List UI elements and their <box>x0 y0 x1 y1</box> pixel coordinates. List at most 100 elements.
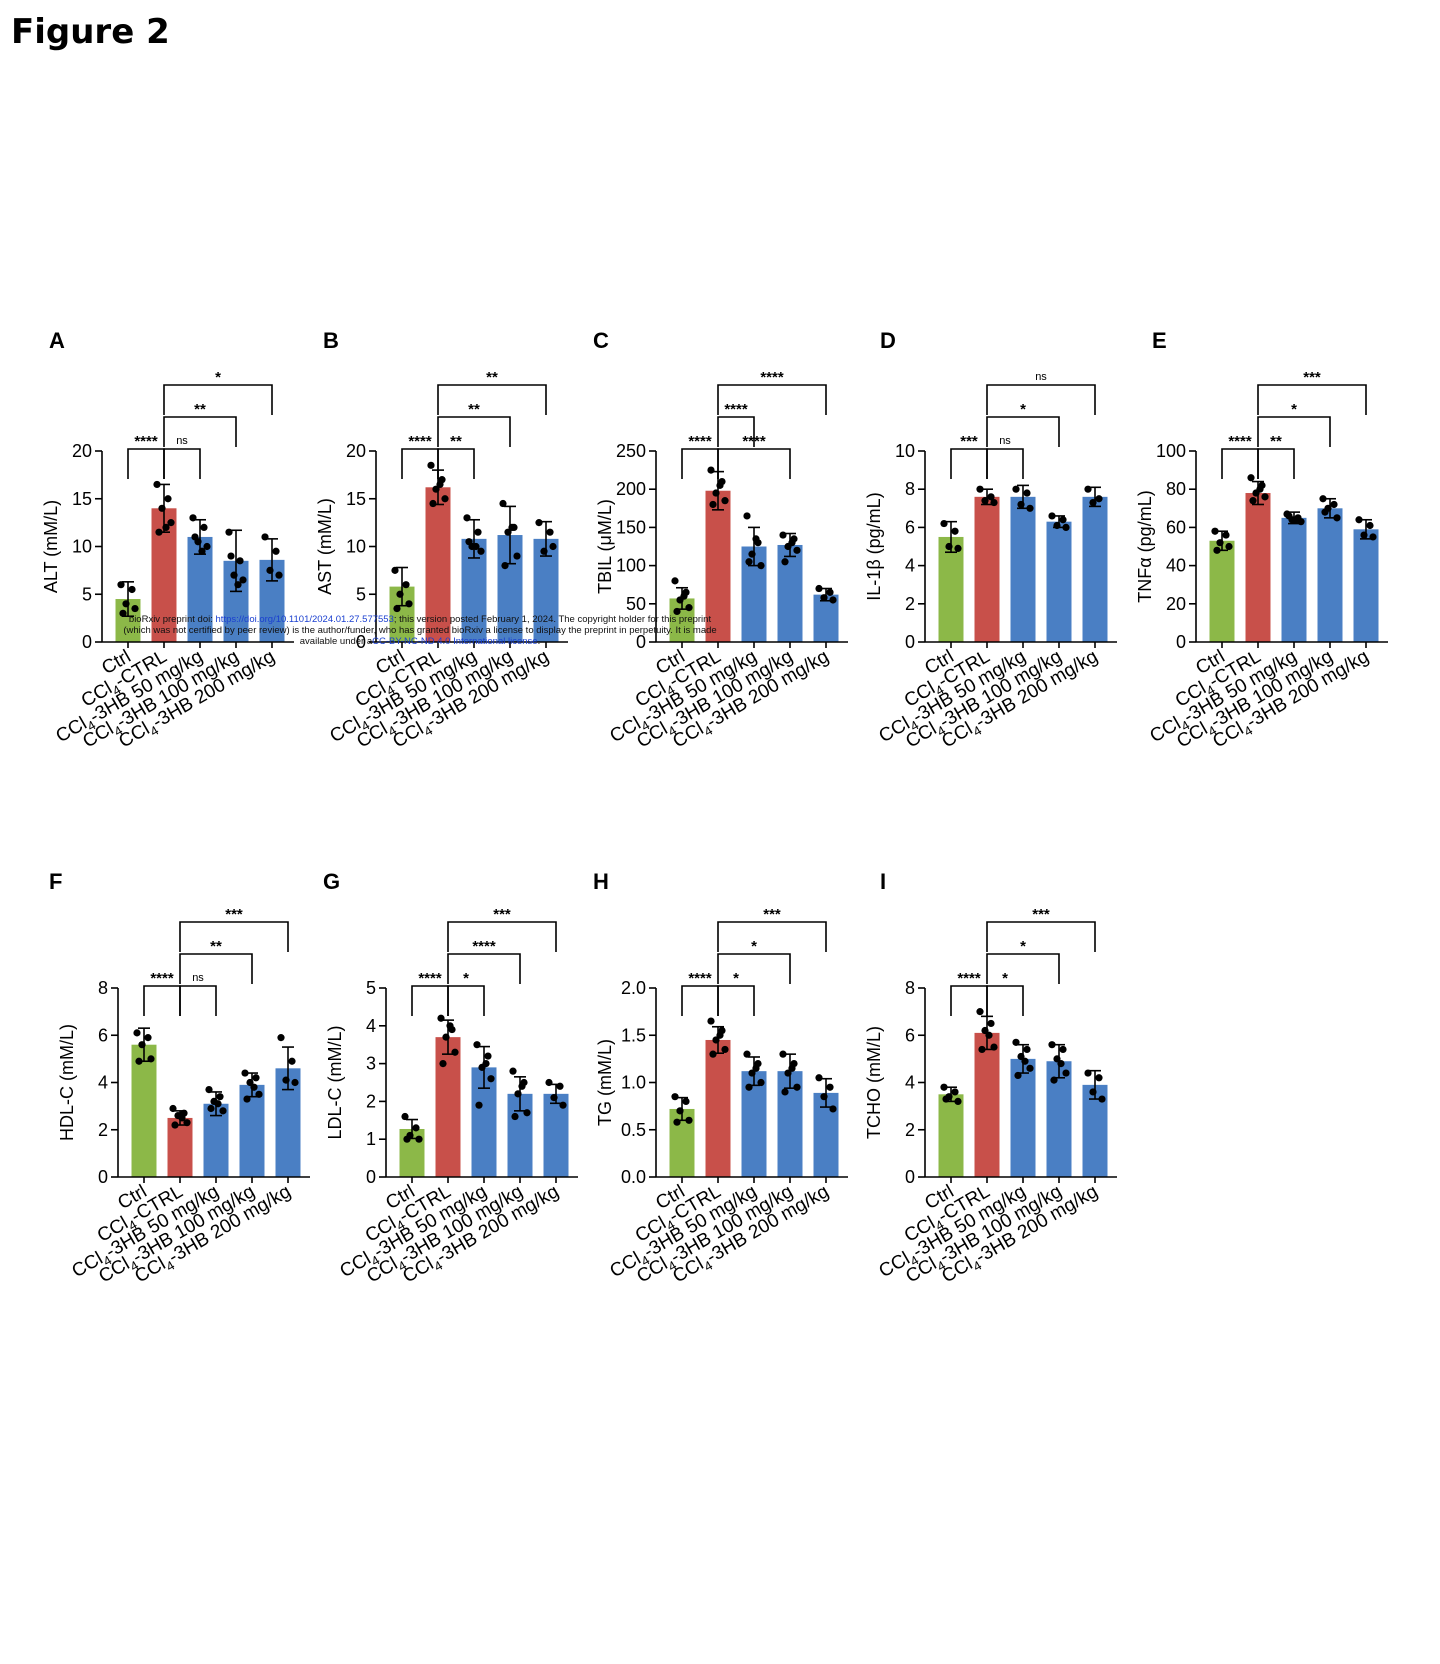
significance-bracket <box>447 985 485 1016</box>
data-point <box>241 1069 249 1077</box>
data-point <box>518 1082 526 1090</box>
significance-label: ** <box>194 401 206 418</box>
data-point <box>716 1031 724 1039</box>
data-point <box>685 1116 693 1124</box>
significance-bracket <box>437 384 547 415</box>
data-point <box>990 498 998 507</box>
data-point <box>214 1100 222 1108</box>
data-point <box>1366 521 1374 530</box>
data-point <box>514 1090 522 1098</box>
data-point <box>779 1050 787 1058</box>
data-point <box>282 1076 290 1084</box>
data-point <box>1216 539 1224 547</box>
y-tick-label: 1.5 <box>621 1025 646 1045</box>
bracket-line <box>163 384 273 415</box>
y-tick-label: 0 <box>905 632 915 652</box>
data-point <box>1023 1045 1031 1054</box>
bar <box>131 1044 157 1177</box>
bracket-line <box>163 416 237 447</box>
y-tick-label: 5 <box>366 978 376 998</box>
data-point <box>487 1075 495 1083</box>
data-point <box>167 519 175 527</box>
data-point <box>1014 1071 1022 1080</box>
data-point <box>1213 546 1221 554</box>
data-point <box>504 528 512 536</box>
significance-bracket <box>717 416 755 447</box>
y-tick-label: 6 <box>905 1025 915 1045</box>
data-point <box>976 1008 984 1016</box>
y-axis-label: TNFα (pg/mL) <box>1135 490 1155 602</box>
doi-link[interactable]: https://doi.org/10.1101/2024.01.27.57755… <box>215 614 394 625</box>
data-point <box>451 1048 459 1056</box>
bracket-line <box>179 953 253 984</box>
y-tick-label: 4 <box>366 1016 376 1036</box>
y-tick-label: 4 <box>98 1073 108 1093</box>
data-point <box>252 1074 260 1082</box>
data-point <box>191 533 199 541</box>
panel-letter: C <box>593 328 609 353</box>
data-point <box>990 1043 998 1051</box>
data-point <box>1053 1055 1061 1063</box>
data-point <box>131 604 139 613</box>
data-point <box>1017 1052 1025 1061</box>
y-tick-label: 5 <box>356 584 366 604</box>
data-point <box>1222 531 1230 539</box>
data-point <box>436 480 444 489</box>
significance-bracket <box>717 921 827 952</box>
bar <box>239 1084 265 1177</box>
data-point <box>820 1093 828 1101</box>
bar <box>974 1032 1000 1177</box>
data-point <box>393 604 401 613</box>
license-link[interactable]: CC-BY-NC-ND 4.0 International license <box>372 636 538 647</box>
data-point <box>391 566 399 574</box>
data-point <box>942 1095 950 1103</box>
data-point <box>546 528 554 536</box>
y-tick-label: 100 <box>616 556 646 576</box>
significance-label: ns <box>1035 371 1047 383</box>
data-point <box>216 1093 224 1101</box>
data-point <box>474 528 482 536</box>
bar <box>1010 1058 1036 1177</box>
data-point <box>556 1082 564 1090</box>
data-point <box>144 1034 152 1042</box>
significance-label: *** <box>225 906 243 923</box>
data-point <box>685 604 693 612</box>
data-point <box>427 461 435 469</box>
data-point <box>508 523 516 532</box>
significance-label: * <box>1291 401 1297 418</box>
data-point <box>473 1041 481 1049</box>
data-point <box>793 1083 801 1091</box>
significance-bracket <box>127 448 165 479</box>
data-point <box>437 1014 445 1022</box>
data-point <box>680 592 688 600</box>
significance-bracket <box>437 448 475 479</box>
data-point <box>987 493 995 501</box>
bracket-line <box>437 384 547 415</box>
significance-label: **** <box>150 970 174 987</box>
bar <box>974 496 1000 642</box>
data-point <box>1048 512 1056 520</box>
bracket-line <box>681 448 719 479</box>
data-point <box>225 528 233 536</box>
data-point <box>203 542 211 551</box>
panel-letter: E <box>1152 328 1167 353</box>
bar <box>938 1094 964 1177</box>
data-point <box>484 1052 492 1060</box>
significance-bracket <box>143 985 181 1016</box>
y-tick-label: 6 <box>98 1025 108 1045</box>
y-tick-label: 8 <box>905 479 915 499</box>
data-point <box>1098 1095 1106 1103</box>
data-point <box>415 1135 423 1143</box>
y-tick-label: 4 <box>905 1073 915 1093</box>
bracket-line <box>179 921 289 952</box>
bar <box>435 1037 461 1177</box>
data-point <box>1026 1064 1034 1072</box>
data-point <box>1021 1057 1029 1065</box>
data-point <box>1017 500 1025 509</box>
significance-label: ** <box>450 433 462 450</box>
data-point <box>250 1083 258 1091</box>
data-point <box>1360 531 1368 539</box>
data-point <box>255 1090 263 1098</box>
significance-label: **** <box>957 970 981 987</box>
